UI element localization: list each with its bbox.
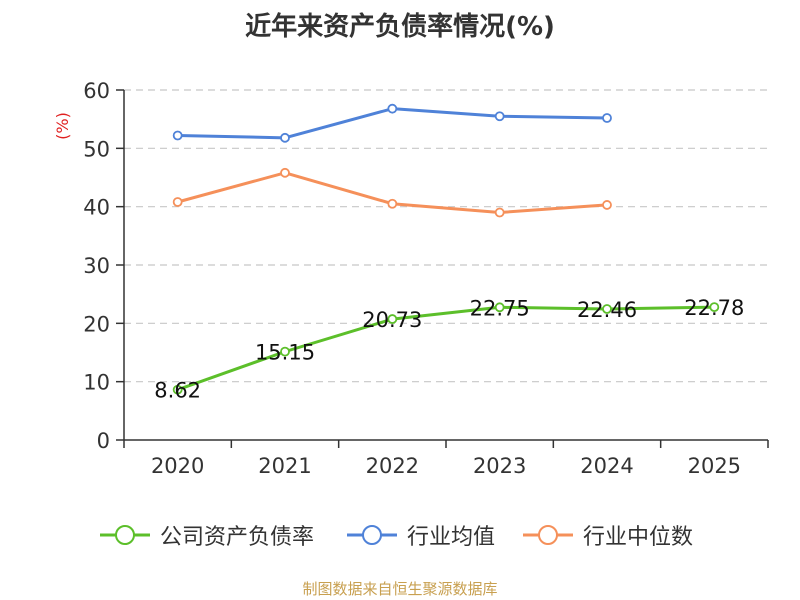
legend-label-industry-avg: 行业均值 (407, 525, 496, 550)
axis-layer: 0 10 20 30 40 50 60 2020 2021 2022 2023 2024 2025 (83, 79, 769, 478)
chart-title: 近年来资产负债率情况(%) (245, 12, 555, 42)
data-label-company: 22.78 (684, 296, 744, 320)
x-tick-label: 2021 (258, 454, 311, 478)
y-tick-label: 40 (83, 196, 110, 220)
data-point-company (387, 314, 398, 324)
legend-label-industry-median: 行业中位数 (583, 525, 694, 550)
data-point-company (280, 346, 290, 357)
x-tick-label: 2022 (366, 454, 419, 478)
data-point-industry_avg (172, 130, 183, 141)
data-point-industry_avg (387, 103, 398, 114)
data-point-company (602, 304, 612, 314)
y-tick-label: 20 (83, 312, 110, 336)
data-point-industry_median (602, 200, 612, 210)
legend-label-company: 公司资产负债率 (160, 525, 315, 550)
data-point-industry_median (387, 198, 398, 209)
data-point-industry_median (172, 197, 183, 207)
legend-line-circle-icon (100, 525, 150, 545)
x-tick-label: 2023 (473, 454, 526, 478)
legend-item-industry-avg[interactable]: 行业均值 (347, 520, 495, 550)
data-point-industry_avg (280, 132, 290, 143)
data-point-company (709, 302, 720, 313)
y-tick-label: 10 (83, 371, 110, 395)
y-tick-label: 30 (83, 254, 110, 278)
data-label-company: 20.73 (362, 308, 422, 332)
x-tick-label: 2025 (688, 454, 741, 478)
y-tick-label: 60 (83, 79, 110, 103)
legend-item-company[interactable]: 公司资产负债率 (100, 520, 314, 550)
series-layer (172, 103, 720, 395)
y-tick-label: 50 (83, 137, 110, 161)
legend-line-circle-icon (347, 525, 397, 545)
data-label-company: 22.46 (577, 298, 637, 322)
data-point-company (494, 302, 505, 313)
y-axis-label: (%) (53, 112, 72, 140)
data-point-industry_median (494, 207, 505, 218)
x-tick-label: 2024 (580, 454, 633, 478)
grid-layer (124, 89, 768, 383)
legend-line-circle-icon (523, 525, 573, 545)
data-point-company (172, 384, 183, 395)
data-label-company: 22.75 (470, 296, 530, 320)
x-tick-label: 2020 (151, 454, 204, 478)
legend-item-industry-median[interactable]: 行业中位数 (523, 520, 693, 550)
series-line-company (177, 305, 715, 392)
data-point-industry_avg (494, 111, 505, 122)
y-tick-label: 0 (97, 429, 110, 453)
data-point-industry_avg (602, 113, 612, 123)
data-label-company: 15.15 (255, 341, 315, 365)
data-label-company: 8.62 (154, 379, 201, 403)
data-point-industry_median (280, 167, 290, 178)
data-label-layer: 8.62 15.15 20.73 22.75 22.46 22.78 (154, 296, 744, 403)
source-footer: 制图数据来自恒生聚源数据库 (302, 580, 498, 598)
